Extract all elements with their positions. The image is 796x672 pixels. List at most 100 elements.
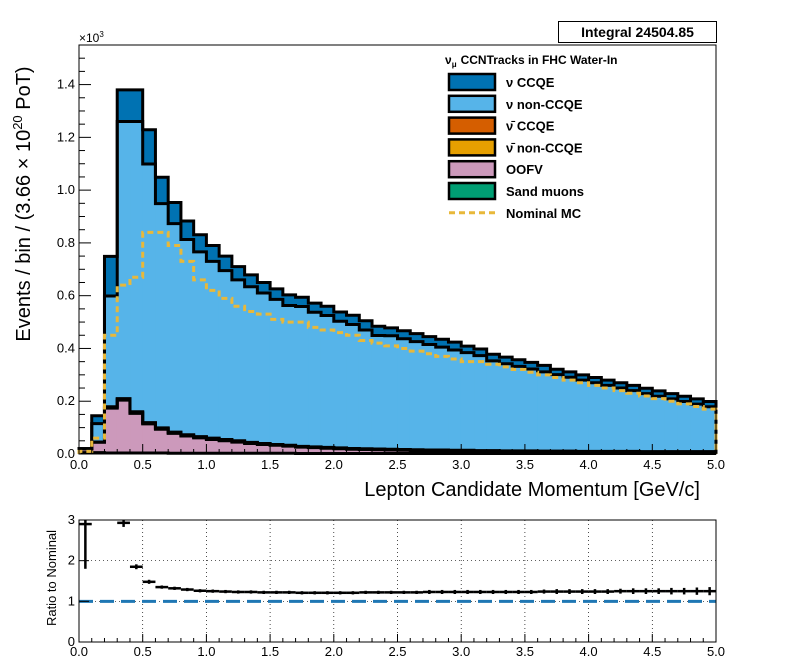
ratio-point	[639, 588, 653, 595]
bar-nu-non-ccqe-bin-49	[702, 406, 717, 452]
ratio-xtick-label: 4.0	[580, 644, 598, 659]
bar-nu-non-ccqe-bin-3	[116, 121, 131, 399]
main-ytick-label: 0.8	[57, 235, 75, 250]
bar-nu-non-ccqe-bin-28	[435, 346, 449, 451]
main-axes: 0.0 0.5 1.0 1.5 2.0 2.5 3.0 3.5 4.0 4.5 5.0 0.0 0.2 0…	[57, 57, 725, 472]
main-y-multiplier-base: ×10	[79, 31, 100, 45]
bar-oofv-bin-6	[155, 428, 169, 454]
bar-nu-non-ccqe-bin-23	[371, 335, 386, 450]
main-xtick-label: 0.0	[70, 457, 88, 472]
ratio-axes: 0.0 0.5 1.0 1.5 2.0 2.5 3.0 3.5 4.0 4.5 5.0 0 1 2 3	[68, 512, 725, 659]
legend-swatch-ccqe	[447, 72, 497, 92]
ratio-point	[219, 589, 232, 594]
bar-nu-non-ccqe-bin-40	[588, 382, 602, 452]
ratio-point	[372, 590, 385, 595]
ratio-point	[626, 588, 640, 595]
bar-nu-non-ccqe-bin-21	[346, 324, 360, 449]
legend-header-symbol: ν	[445, 53, 452, 67]
main-xtick-label: 0.5	[134, 457, 152, 472]
ratio-point	[601, 589, 615, 595]
bar-nu-non-ccqe-bin-30	[460, 352, 475, 451]
main-y-multiplier-exp: 3	[99, 30, 104, 39]
ratio-point	[129, 564, 143, 570]
main-xtick-label: 3.0	[452, 457, 470, 472]
bar-oofv-bin-1	[91, 441, 105, 453]
bar-nu-non-ccqe-bin-34	[511, 366, 526, 452]
ratio-point	[270, 590, 283, 595]
outline-nu-non-ccqe	[77, 120, 718, 454]
bar-nu-non-ccqe-bin-20	[333, 320, 347, 449]
bar-oofv-bin-9	[193, 437, 207, 454]
main-xtick-label: 5.0	[707, 457, 725, 472]
main-xtick-label: 4.0	[580, 457, 598, 472]
bar-oofv-bin-2	[104, 407, 118, 454]
main-xtick-label: 1.5	[261, 457, 279, 472]
bar-nu-non-ccqe-bin-35	[524, 368, 538, 452]
legend-label-oofv: OOFV	[506, 162, 543, 177]
ratio-xtick-label: 2.5	[388, 644, 406, 659]
ratio-ytick-label: 3	[68, 512, 75, 527]
main-ylabel: Events / bin / (3.66 × 1020 PoT)	[10, 66, 35, 341]
main-xtick-label: 2.5	[388, 457, 406, 472]
bar-nu-non-ccqe-bin-42	[613, 387, 628, 452]
ratio-xtick-label: 0.5	[134, 644, 152, 659]
outline-nubar-ccqe	[77, 397, 718, 454]
legend-label-sand-muons: Sand muons	[506, 184, 584, 199]
stats-label: Integral	[581, 24, 632, 40]
ratio-point	[665, 587, 678, 595]
nominal-mc-line	[77, 230, 718, 454]
bar-nu-ccqe-bin-8	[180, 220, 194, 240]
bar-nu-ccqe-bin-13	[244, 274, 258, 288]
main-y-multiplier: ×103	[79, 30, 104, 45]
ratio-xtick-label: 5.0	[707, 644, 725, 659]
bar-nu-ccqe-bin-6	[155, 176, 169, 204]
bar-nu-non-ccqe-bin-7	[167, 223, 182, 433]
ratio-point	[206, 589, 220, 593]
bar-nu-non-ccqe-bin-47	[677, 401, 691, 452]
bar-nu-non-ccqe-bin-33	[499, 363, 513, 452]
ratio-point	[512, 589, 525, 595]
bar-nu-non-ccqe-bin-10	[206, 261, 220, 439]
bar-nu-non-ccqe-bin-6	[155, 203, 169, 429]
bar-nu-non-ccqe-bin-26	[409, 341, 424, 451]
legend-swatch-sand-muons	[447, 181, 497, 201]
bar-nu-non-ccqe-bin-17	[295, 306, 309, 447]
main-ylabel-exp: 20	[10, 115, 25, 129]
ratio-point	[397, 590, 411, 595]
legend-swatch-non-ccqe	[447, 138, 497, 157]
stats-value: 24504.85	[635, 24, 694, 40]
ratio-point	[231, 590, 245, 594]
bar-nu-non-ccqe-bin-32	[486, 360, 500, 451]
legend-header-subscript: μ	[452, 60, 457, 69]
main-ytick-label: 0.6	[57, 288, 75, 303]
bar-oofv-bin-7	[167, 433, 182, 454]
ratio-point	[333, 591, 347, 595]
main-ylabel-prefix: Events / bin / (3.66 × 10	[13, 130, 35, 342]
bar-nu-non-ccqe-bin-24	[384, 335, 398, 450]
legend-label-ccqe: ν CCQE	[506, 75, 555, 90]
ratio-xtick-label: 3.0	[452, 644, 470, 659]
bar-oofv-bin-11	[218, 440, 233, 454]
ratio-ytick-label: 0	[68, 634, 75, 649]
ratio-point	[244, 590, 258, 594]
bar-nu-ccqe-bin-11	[218, 255, 233, 271]
bar-oofv-bin-4	[129, 413, 144, 454]
main-nominal-mc	[77, 230, 718, 454]
bar-nu-non-ccqe-bin-2	[104, 295, 118, 408]
bar-nu-non-ccqe-bin-12	[231, 279, 245, 442]
main-ytick-label: 0.4	[57, 340, 75, 355]
bar-oofv-bin-8	[180, 435, 194, 454]
ratio-point	[422, 589, 436, 595]
ratio-point	[295, 591, 309, 595]
stats-box: Integral 24504.85	[558, 21, 717, 43]
bar-nu-non-ccqe-bin-37	[550, 374, 564, 452]
bar-nu-non-ccqe-bin-46	[664, 398, 679, 452]
ratio-point	[142, 579, 156, 584]
ratio-point	[652, 588, 666, 595]
bar-nu-non-ccqe-bin-45	[651, 395, 666, 452]
ratio-point	[346, 591, 360, 595]
legend-swatch-oofv	[447, 159, 497, 179]
ratio-xtick-label: 2.0	[325, 644, 343, 659]
main-xtick-label: 4.5	[643, 457, 661, 472]
ratio-ytick-label: 2	[68, 553, 75, 568]
